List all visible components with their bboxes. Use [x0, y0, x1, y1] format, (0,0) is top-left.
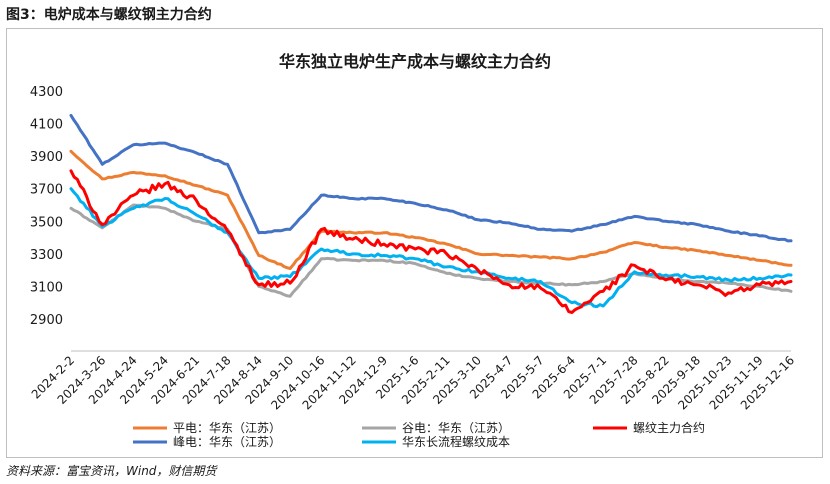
- series-lines: [69, 113, 793, 314]
- x-axis-ticks: 2024-2-22024-3-262024-4-242024-5-242024-…: [29, 353, 797, 412]
- figure-caption: 图3：电炉成本与螺纹钢主力合约: [6, 7, 212, 23]
- series-line: [69, 187, 793, 309]
- series-line: [69, 113, 793, 243]
- chart-frame: 华东独立电炉生产成本与螺纹主力合约 2900 3100 3300 3500 3700 39…: [6, 28, 823, 458]
- series-line: [69, 149, 793, 270]
- legend-label: 螺纹主力合约: [633, 420, 705, 435]
- y-axis-ticks: 2900 3100 3300 3500 3700 3900 4100 4300: [30, 85, 63, 328]
- y-tick-label: 3700: [30, 183, 63, 198]
- chart-title: 华东独立电炉生产成本与螺纹主力合约: [279, 52, 551, 71]
- series-line: [69, 169, 793, 314]
- y-tick-label: 3500: [30, 215, 63, 230]
- y-tick-label: 4100: [30, 118, 63, 133]
- y-tick-label: 3900: [30, 150, 63, 165]
- legend-label: 谷电：华东（江苏）: [402, 421, 510, 435]
- y-tick-label: 4300: [30, 85, 63, 100]
- y-tick-label: 3300: [30, 248, 63, 263]
- y-tick-label: 2900: [30, 313, 63, 328]
- legend-label: 峰电：华东（江苏）: [173, 435, 281, 449]
- legend-label: 平电：华东（江苏）: [173, 421, 281, 435]
- source-note: 资料来源：富宝资讯，Wind，财信期货: [6, 464, 217, 478]
- legend-label: 华东长流程螺纹成本: [402, 434, 510, 449]
- y-tick-label: 3100: [30, 280, 63, 295]
- line-chart: 华东独立电炉生产成本与螺纹主力合约 2900 3100 3300 3500 3700 39…: [29, 52, 797, 449]
